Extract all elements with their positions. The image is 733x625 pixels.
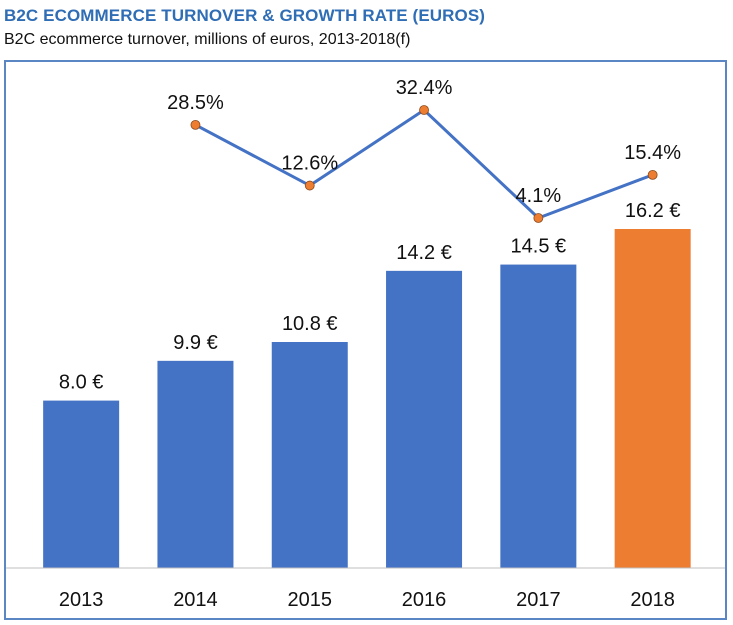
x-tick-label-2018: 2018 — [630, 589, 675, 611]
growth-point-2017 — [533, 213, 544, 223]
x-tick-label-2015: 2015 — [288, 589, 333, 611]
bar-value-label-2017: 14.5 € — [511, 236, 567, 258]
bar-2014 — [157, 360, 234, 568]
bar-2013 — [43, 400, 120, 568]
bar-2017 — [500, 264, 577, 568]
bar-value-label-2018: 16.2 € — [625, 200, 681, 222]
growth-label-2017: 4.1% — [516, 185, 562, 207]
bar-value-label-2015: 10.8 € — [282, 313, 338, 335]
growth-point-2014 — [190, 119, 201, 130]
chart-subtitle: B2C ecommerce turnover, millions of euro… — [4, 31, 411, 48]
x-tick-label-2013: 2013 — [59, 589, 104, 611]
bar-2015 — [271, 342, 348, 568]
growth-label-2014: 28.5% — [167, 92, 224, 114]
growth-label-2018: 15.4% — [624, 142, 681, 164]
bar-2018 — [614, 229, 691, 568]
bar-value-label-2016: 14.2 € — [396, 242, 452, 264]
x-tick-label-2014: 2014 — [173, 589, 218, 611]
chart-frame — [4, 60, 727, 620]
growth-line-layer — [190, 105, 658, 223]
growth-point-2016 — [419, 105, 429, 115]
growth-point-2015 — [304, 180, 315, 191]
growth-rate-line — [194, 108, 654, 220]
growth-point-2018 — [647, 169, 658, 180]
bar-value-label-2013: 8.0 € — [59, 372, 103, 394]
growth-label-2016: 32.4% — [396, 77, 453, 99]
chart-title: B2C ECOMMERCE TURNOVER & GROWTH RATE (EU… — [4, 6, 486, 25]
bars-layer — [43, 229, 691, 568]
bar-value-label-2014: 9.9 € — [173, 332, 217, 354]
labels-layer: 8.0 € 2013 9.9 € 2014 10.8 € 2015 14.2 € 2016 14… — [59, 77, 681, 611]
bar-2016 — [386, 270, 463, 568]
growth-label-2015: 12.6% — [281, 153, 338, 175]
x-tick-label-2016: 2016 — [402, 589, 447, 611]
x-tick-label-2017: 2017 — [516, 589, 561, 611]
